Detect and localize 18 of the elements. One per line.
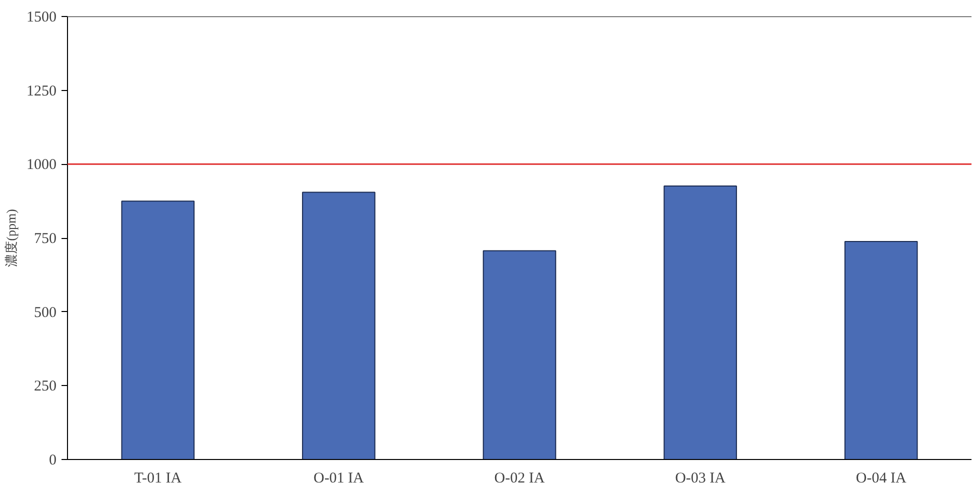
x-tick-label: O-01 IA [313, 470, 364, 486]
bar [482, 250, 556, 460]
y-tick-label: 1000 [26, 157, 56, 174]
x-tick-label: O-02 IA [494, 470, 545, 486]
y-tick-label: 1500 [26, 10, 56, 26]
bar [844, 241, 918, 460]
x-tick-label: T-01 IA [134, 470, 182, 486]
x-tick-label: O-03 IA [675, 470, 726, 486]
y-tick-label: 0 [49, 452, 56, 468]
y-tick-label: 500 [34, 304, 56, 321]
y-axis-title: 濃度(ppm) [4, 209, 18, 267]
bar [302, 192, 376, 460]
y-tick-label: 750 [34, 231, 56, 247]
y-tick-label: 250 [34, 378, 56, 395]
bar [121, 200, 195, 460]
bar [664, 186, 737, 460]
y-tick-label: 1250 [26, 83, 56, 100]
x-tick-label: O-04 IA [856, 470, 906, 486]
